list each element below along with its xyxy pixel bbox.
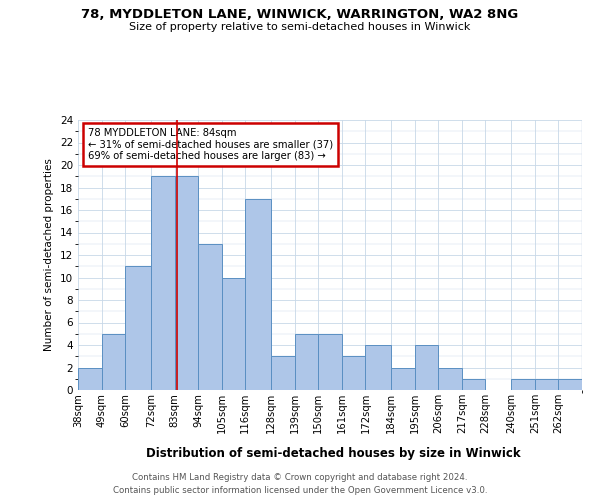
Bar	[295, 334, 318, 390]
Text: Contains HM Land Registry data © Crown copyright and database right 2024.
Contai: Contains HM Land Registry data © Crown c…	[113, 474, 487, 495]
Bar	[221, 278, 245, 390]
Bar	[439, 368, 462, 390]
Bar	[125, 266, 151, 390]
Bar	[559, 379, 582, 390]
Bar	[198, 244, 221, 390]
Bar	[101, 334, 125, 390]
Bar	[365, 345, 391, 390]
Bar	[342, 356, 365, 390]
Bar	[245, 198, 271, 390]
Bar	[415, 345, 439, 390]
Bar	[271, 356, 295, 390]
Bar	[511, 379, 535, 390]
Text: 78 MYDDLETON LANE: 84sqm
← 31% of semi-detached houses are smaller (37)
69% of s: 78 MYDDLETON LANE: 84sqm ← 31% of semi-d…	[88, 128, 333, 162]
Bar	[78, 368, 101, 390]
Text: 78, MYDDLETON LANE, WINWICK, WARRINGTON, WA2 8NG: 78, MYDDLETON LANE, WINWICK, WARRINGTON,…	[82, 8, 518, 20]
Text: Size of property relative to semi-detached houses in Winwick: Size of property relative to semi-detach…	[130, 22, 470, 32]
Text: Distribution of semi-detached houses by size in Winwick: Distribution of semi-detached houses by …	[146, 448, 520, 460]
Y-axis label: Number of semi-detached properties: Number of semi-detached properties	[44, 158, 55, 352]
Bar	[391, 368, 415, 390]
Bar	[462, 379, 485, 390]
Bar	[175, 176, 198, 390]
Bar	[535, 379, 559, 390]
Bar	[318, 334, 342, 390]
Bar	[151, 176, 175, 390]
